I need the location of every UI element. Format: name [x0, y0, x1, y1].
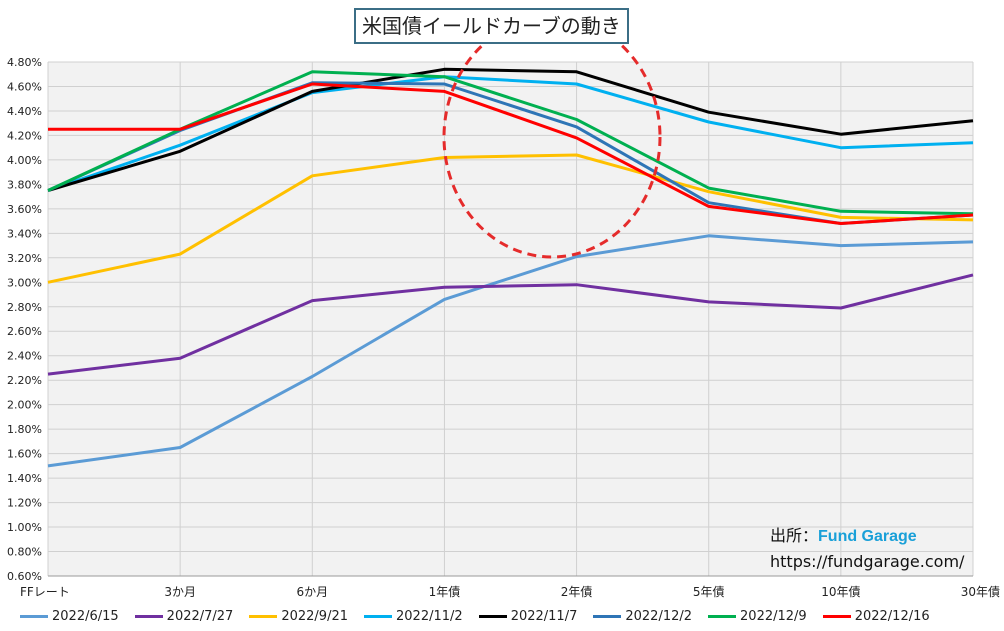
series-line-2022-7-27	[47, 273, 974, 376]
y-tick-label: 4.60%	[7, 80, 42, 93]
legend-swatch	[822, 614, 851, 618]
y-axis-ticks: 0.60% 0.80% 1.00% 1.20% 1.40% 1.60% 1.80% 2.00%…	[7, 56, 42, 583]
credit-brand: Fund Garage	[818, 528, 917, 545]
y-tick-label: 4.20%	[7, 129, 42, 142]
y-tick-label: 2.80%	[7, 301, 42, 314]
y-tick-label: 4.80%	[7, 56, 42, 69]
legend-swatch	[134, 614, 163, 618]
legend-item: 2022/11/7	[478, 608, 578, 624]
x-tick-label: 10年債	[821, 584, 860, 599]
annotation-circle	[442, 15, 662, 259]
legend-swatch	[249, 614, 278, 618]
y-tick-label: 4.40%	[7, 105, 42, 118]
y-tick-label: 1.00%	[7, 521, 42, 534]
credit-url: https://fundgarage.com/	[770, 552, 965, 571]
legend-label: 2022/12/9	[740, 608, 807, 624]
series-line-2022-11-2	[47, 75, 974, 192]
gridlines	[47, 61, 974, 577]
series-line-2022-9-21	[47, 153, 974, 284]
legend-swatch	[20, 614, 48, 618]
legend-label: 2022/7/27	[166, 608, 234, 624]
chart-legend: 2022/6/15 2022/7/27 2022/9/21 2022/11/2 2022…	[20, 605, 1004, 627]
x-tick-label: FFレート	[20, 585, 70, 599]
plot-area	[48, 62, 973, 576]
x-tick-label: 6か月	[296, 585, 328, 599]
chart-title: 米国債イールドカーブの動き	[354, 8, 629, 44]
series-line-2022-12-16	[48, 82, 974, 225]
legend-label: 2022/11/2	[396, 608, 463, 624]
y-tick-label: 0.80%	[7, 546, 42, 559]
legend-swatch	[708, 614, 737, 618]
x-tick-label: 30年債	[961, 584, 1000, 599]
legend-swatch	[478, 614, 507, 618]
y-tick-label: 1.40%	[7, 472, 42, 485]
legend-label: 2022/12/2	[625, 608, 693, 624]
x-axis-ticks: FFレート 3か月 6か月 1年債 2年債 5年債 10年債 30年債	[20, 584, 1000, 599]
y-tick-label: 2.40%	[7, 350, 42, 363]
credit-label: 出所：	[770, 526, 819, 545]
y-tick-label: 1.80%	[7, 423, 42, 436]
legend-label: 2022/9/21	[281, 608, 349, 624]
y-tick-label: 2.00%	[7, 399, 42, 412]
legend-label: 2022/11/7	[510, 608, 578, 624]
series-line-2022-6-15	[47, 234, 974, 468]
x-tick-label: 5年債	[693, 584, 725, 599]
legend-label: 2022/6/15	[52, 608, 119, 624]
y-tick-label: 2.20%	[7, 374, 42, 387]
y-tick-label: 3.60%	[7, 203, 42, 216]
legend-swatch	[593, 614, 622, 618]
legend-item: 2022/12/16	[822, 608, 930, 624]
y-tick-label: 3.20%	[7, 252, 42, 265]
y-tick-label: 4.00%	[7, 154, 42, 167]
legend-item: 2022/7/27	[134, 608, 234, 624]
x-tick-label: 1年債	[429, 584, 461, 599]
credit-line: 出所：Fund Garage	[770, 522, 917, 546]
y-tick-label: 1.60%	[7, 448, 42, 461]
y-tick-label: 3.40%	[7, 227, 42, 240]
legend-item: 2022/6/15	[20, 609, 119, 624]
legend-label: 2022/12/16	[854, 608, 930, 624]
legend-item: 2022/12/9	[708, 609, 807, 624]
y-tick-label: 2.60%	[7, 325, 42, 338]
y-tick-label: 1.20%	[7, 497, 42, 510]
legend-swatch	[364, 614, 393, 618]
x-tick-label: 2年債	[561, 584, 593, 599]
series-line-2022-11-7	[47, 67, 974, 192]
series-lines	[47, 67, 974, 468]
legend-item: 2022/12/2	[593, 609, 692, 624]
y-tick-label: 3.00%	[7, 276, 42, 289]
y-tick-label: 0.60%	[7, 570, 42, 583]
legend-item: 2022/11/2	[364, 609, 463, 624]
legend-item: 2022/9/21	[249, 609, 348, 624]
series-line-2022-12-9	[47, 70, 974, 216]
y-tick-label: 3.80%	[7, 178, 42, 191]
x-tick-label: 3か月	[164, 585, 196, 599]
